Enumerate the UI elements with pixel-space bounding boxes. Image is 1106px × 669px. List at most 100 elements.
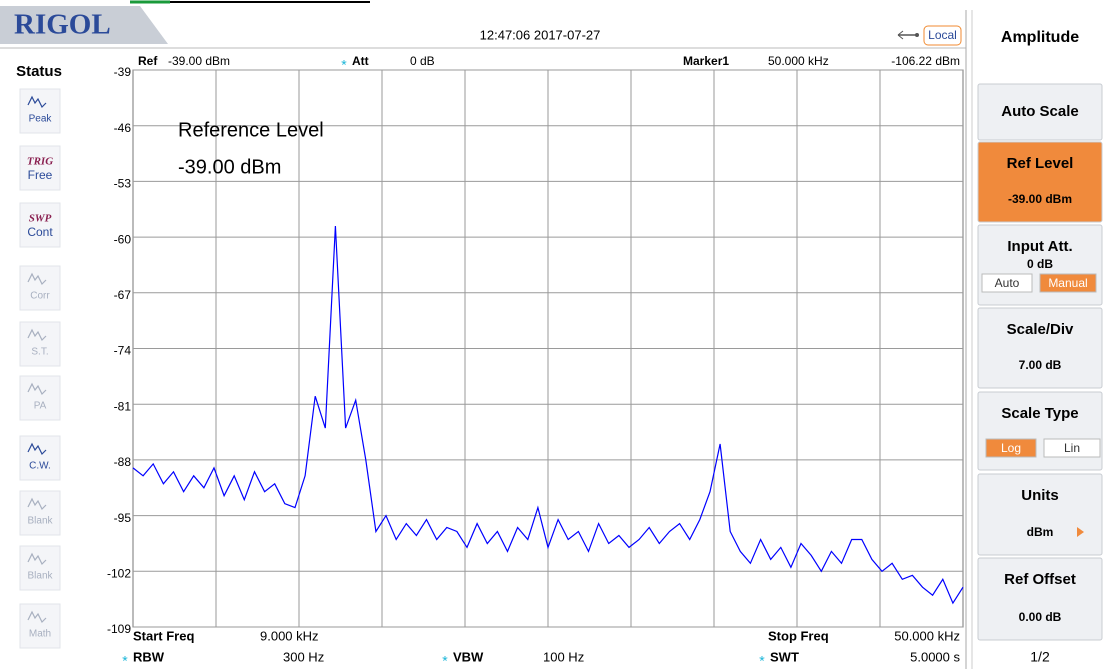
auto-flag: * [759, 653, 765, 669]
ref-value: -39.00 dBm [168, 54, 230, 68]
status-icon [27, 552, 47, 566]
menu-button-value: 0.00 dB [1019, 610, 1062, 624]
option-box[interactable] [985, 438, 1037, 458]
mode: Local [928, 28, 957, 42]
status-label: Blank [27, 516, 53, 527]
annotation: Reference Level [178, 119, 324, 141]
y-tick-label: -95 [114, 511, 132, 525]
status-item[interactable]: Math [19, 603, 61, 649]
menu-button-label: Auto Scale [1001, 103, 1079, 120]
menu-button[interactable]: Units dBm [977, 473, 1103, 556]
menu-button-label: Units [1021, 487, 1059, 504]
menu-button-value: dBm [1027, 525, 1054, 539]
y-tick-label: -67 [114, 288, 132, 302]
status-label: Math [29, 629, 51, 640]
att-value: 0 dB [410, 54, 435, 68]
status-label: TRIG [27, 156, 53, 168]
menu-button-face [977, 307, 1103, 389]
menu-button[interactable]: Auto Scale [977, 83, 1103, 141]
status-item[interactable]: Blank [19, 545, 61, 591]
y-tick-label: -46 [114, 121, 132, 135]
menu-title: Amplitude [1001, 29, 1079, 46]
menu-button[interactable]: Ref Level -39.00 dBm [977, 141, 1103, 223]
status-title: Status [16, 63, 62, 80]
footer-vbw-value: 100 Hz [543, 649, 584, 664]
option-box[interactable] [1039, 273, 1097, 293]
status-item-box [19, 265, 61, 311]
menu-button[interactable]: Input Att. 0 dB Auto Manual [977, 224, 1103, 306]
footer-swt-value: 5.0000 s [910, 649, 960, 664]
option-label: Auto [995, 276, 1020, 290]
status-item[interactable]: PA [19, 375, 61, 421]
status-icon [27, 95, 47, 109]
status-item-box [19, 88, 61, 134]
status-item[interactable]: Blank [19, 490, 61, 536]
menu-button-face [977, 83, 1103, 141]
footer-swt-label: SWT [770, 649, 799, 664]
menu-button-label: Ref Level [1007, 155, 1074, 172]
footer-rbw-label: RBW [133, 649, 165, 664]
option-label: Lin [1064, 441, 1080, 455]
status-item[interactable]: S.T. [19, 321, 61, 367]
menu-button[interactable]: Scale/Div 7.00 dB [977, 307, 1103, 389]
status-item-box [19, 545, 61, 591]
status-label: S.T. [31, 347, 48, 358]
logo: RIGOL [14, 9, 111, 41]
y-tick-label: -74 [114, 344, 132, 358]
status-item-box [19, 435, 61, 481]
status-item[interactable]: C.W. [19, 435, 61, 481]
status-item-box [19, 202, 61, 248]
y-tick-label: -102 [107, 566, 131, 580]
status-label: PA [34, 401, 47, 412]
menu-button-label: Ref Offset [1004, 571, 1076, 588]
status-item[interactable]: Corr [19, 265, 61, 311]
menu-button-face [977, 557, 1103, 641]
option-box[interactable] [1043, 438, 1101, 458]
menu-button-value: 7.00 dB [1019, 358, 1062, 372]
status-icon [27, 272, 47, 286]
option-box[interactable] [981, 273, 1033, 293]
status-label: Cont [27, 225, 53, 239]
footer-start-label: Start Freq [133, 628, 194, 643]
marker-level: -106.22 dBm [891, 54, 960, 68]
status-item-box [19, 490, 61, 536]
status-item-box [19, 145, 61, 191]
menu-button[interactable]: Ref Offset 0.00 dB [977, 557, 1103, 641]
menu-button-value: 0 dB [1027, 257, 1053, 271]
status-icon [27, 442, 47, 456]
status-label: Free [28, 168, 53, 182]
y-tick-label: -60 [114, 232, 132, 246]
status-item[interactable]: Peak [19, 88, 61, 134]
menu-button-label: Scale Type [1001, 405, 1078, 422]
menu-button-face [977, 141, 1103, 223]
menu-button-value: -39.00 dBm [1008, 192, 1072, 206]
option-label: Log [1001, 441, 1021, 455]
mode-box [923, 25, 962, 46]
status-label: Corr [30, 291, 50, 302]
footer-vbw-label: VBW [453, 649, 484, 664]
y-tick-label: -53 [114, 177, 132, 191]
status-label: C.W. [29, 461, 51, 472]
status-item-box [19, 603, 61, 649]
status-icon [27, 610, 47, 624]
y-tick-label: -81 [114, 399, 132, 413]
marker-freq: 50.000 kHz [768, 54, 829, 68]
auto-flag: * [341, 57, 347, 73]
status-label: SWP [29, 213, 52, 225]
footer-stop-value: 50.000 kHz [894, 628, 960, 643]
status-icon [27, 328, 47, 342]
option-label: Manual [1048, 276, 1087, 290]
menu-button-label: Input Att. [1007, 238, 1072, 255]
status-icon [27, 497, 47, 511]
menu-button-face [977, 473, 1103, 556]
annotation: -39.00 dBm [178, 156, 281, 178]
menu-button[interactable]: Scale Type Log Lin [977, 391, 1103, 471]
menu-page: 1/2 [1030, 649, 1050, 665]
y-tick-label: -88 [114, 455, 132, 469]
auto-flag: * [122, 653, 128, 669]
auto-flag: * [442, 653, 448, 669]
status-item-box [19, 375, 61, 421]
